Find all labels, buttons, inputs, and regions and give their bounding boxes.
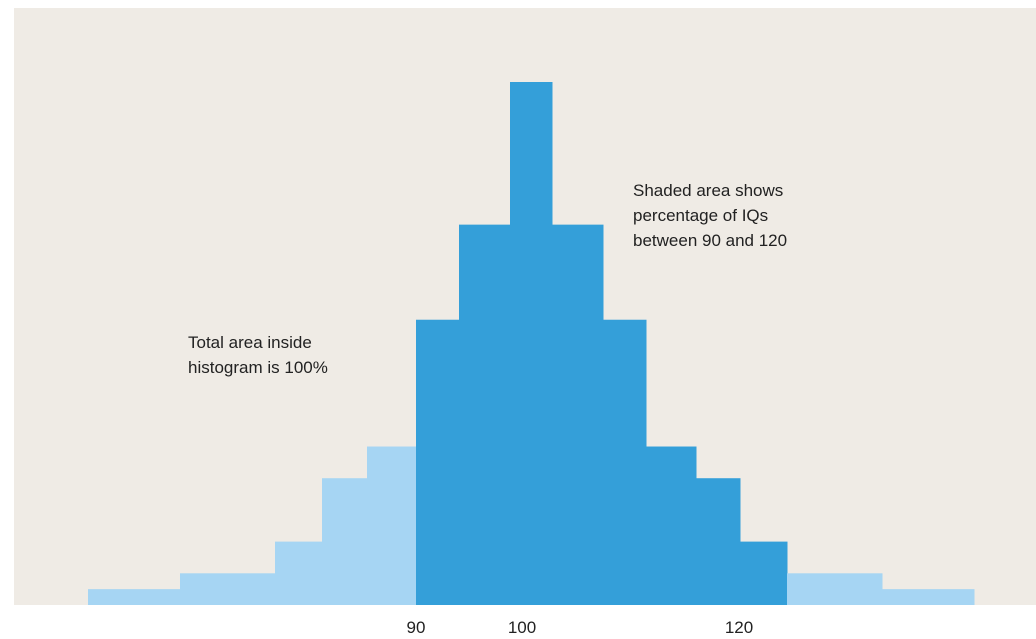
x-tick-label: 100 bbox=[508, 618, 536, 637]
x-tick-label: 120 bbox=[725, 618, 753, 637]
histogram-bar-shaded bbox=[646, 446, 697, 605]
annotation-line: Total area inside bbox=[188, 333, 312, 352]
histogram-bar bbox=[882, 589, 975, 605]
histogram-bars bbox=[88, 82, 975, 606]
histogram-bar bbox=[322, 478, 368, 605]
histogram-bar bbox=[367, 446, 417, 605]
annotation-line: Shaded area shows bbox=[633, 181, 783, 200]
annotation-line: percentage of IQs bbox=[633, 206, 768, 225]
histogram-bar-shaded bbox=[459, 224, 511, 606]
annotation-line: between 90 and 120 bbox=[633, 231, 787, 250]
histogram-bar bbox=[180, 573, 276, 605]
annotation-shaded: Shaded area shows percentage of IQs betwee… bbox=[633, 181, 787, 250]
annotations: Shaded area shows percentage of IQs betwee… bbox=[188, 181, 787, 377]
histogram-bar-shaded bbox=[696, 478, 741, 605]
x-tick-label: 90 bbox=[407, 618, 426, 637]
histogram-bar-shaded bbox=[552, 224, 604, 606]
histogram-bar bbox=[88, 589, 181, 605]
histogram-bar-shaded bbox=[603, 319, 647, 605]
annotation-line: histogram is 100% bbox=[188, 358, 328, 377]
histogram-bar-shaded bbox=[740, 541, 788, 605]
histogram-bar-shaded bbox=[416, 319, 460, 605]
annotation-total: Total area inside histogram is 100% bbox=[188, 333, 328, 377]
x-axis-ticks: 90 100 120 bbox=[407, 618, 754, 637]
histogram-bar bbox=[275, 541, 323, 605]
histogram-bar-shaded bbox=[510, 82, 553, 605]
histogram-bar bbox=[787, 573, 883, 605]
